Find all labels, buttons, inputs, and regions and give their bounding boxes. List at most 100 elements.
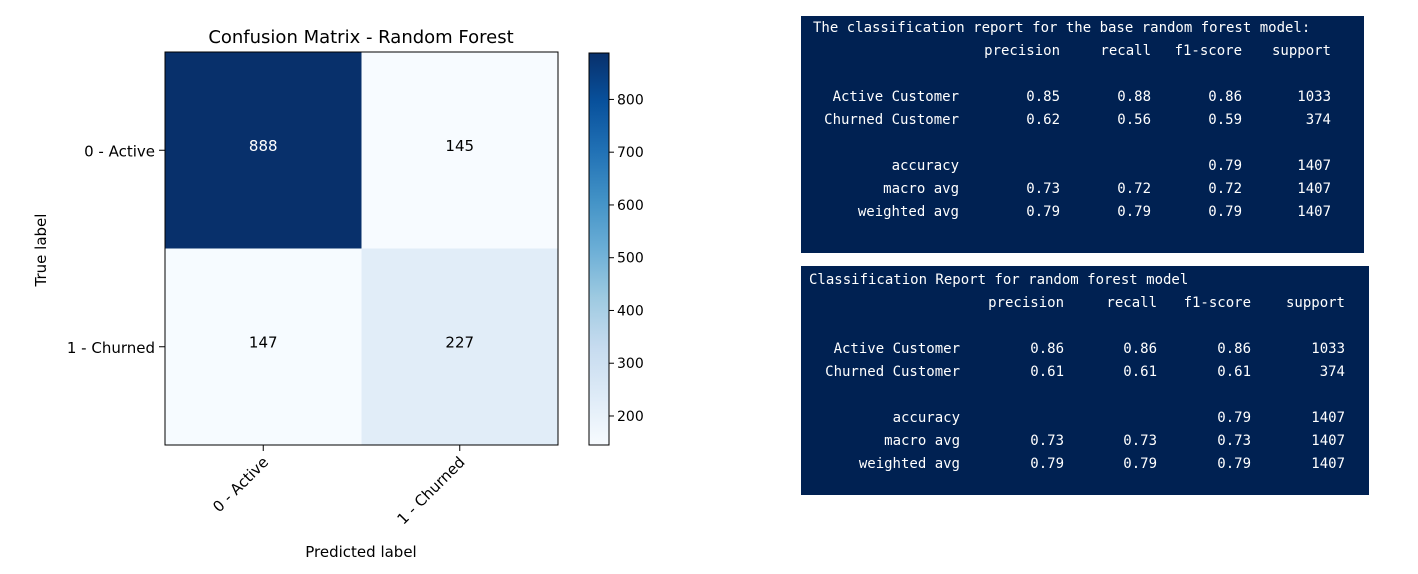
report-row: accuracy 0.79 1407: [813, 155, 1364, 178]
report-cell: 0.73: [1217, 433, 1251, 449]
heatmap-cell: [361, 248, 558, 445]
report-cell: 0.72: [1208, 181, 1242, 197]
classification-report-tuned: Classification Report for random forest …: [801, 266, 1369, 495]
plot-frame: [164, 51, 559, 446]
report-cell: 0.85: [1026, 89, 1060, 105]
report-row: weighted avg 0.79 0.79 0.79 1407: [813, 201, 1364, 224]
colorbar-tick-label: 800: [617, 92, 644, 108]
report-row-label: Active Customer: [832, 89, 959, 105]
report-cell: 0.79: [1208, 158, 1242, 174]
report-column-header: f1-score: [1183, 295, 1251, 311]
heatmap-cells: 888 145 147 227: [165, 52, 558, 445]
report-cell: 0.79: [1117, 204, 1151, 220]
colorbar-tick-label: 700: [617, 145, 644, 161]
y-tick-label: 1 - Churned: [67, 339, 155, 357]
report-cell: 1033: [1311, 341, 1345, 357]
report-cell: 0.79: [1030, 456, 1064, 472]
report-cell: 0.86: [1030, 341, 1064, 357]
report-cell: 1407: [1311, 410, 1345, 426]
report-blank-line: [813, 132, 1364, 155]
report-cell: 0.86: [1123, 341, 1157, 357]
report-cell: 0.79: [1123, 456, 1157, 472]
report-cell: 0.79: [1217, 456, 1251, 472]
colorbar: [588, 52, 610, 446]
report-row-label: Churned Customer: [824, 112, 959, 128]
report-row-label: weighted avg: [857, 204, 959, 220]
cell-value-label: 145: [445, 137, 474, 155]
cell-value-label: 147: [249, 334, 278, 352]
report-cell: 0.61: [1030, 364, 1064, 380]
report-column-header: recall: [1100, 43, 1151, 59]
report-cell: 0.61: [1123, 364, 1157, 380]
report-cell: 0.56: [1117, 112, 1151, 128]
report-blank-line: [809, 315, 1369, 338]
report-column-header-row: precision recall f1-score support: [809, 292, 1369, 315]
y-axis-label: True label: [32, 214, 50, 288]
report-row: weighted avg 0.79 0.79 0.79 1407: [809, 453, 1369, 476]
report-heading: Classification Report for random forest …: [809, 272, 1189, 288]
colorbar-tick-label: 400: [617, 303, 644, 319]
cell-value-label: 227: [445, 334, 474, 352]
report-row: Active Customer 0.85 0.88 0.86 1033: [813, 86, 1364, 109]
report-cell: 0.86: [1217, 341, 1251, 357]
report-heading: The classification report for the base r…: [813, 20, 1311, 36]
report-row: macro avg 0.73 0.73 0.73 1407: [809, 430, 1369, 453]
report-row: Active Customer 0.86 0.86 0.86 1033: [809, 338, 1369, 361]
report-row: macro avg 0.73 0.72 0.72 1407: [813, 178, 1364, 201]
colorbar-tick-label: 500: [617, 251, 644, 267]
report-cell: 374: [1319, 364, 1345, 380]
colorbar-tick-label: 200: [617, 409, 644, 425]
report-cell: 0.79: [1026, 204, 1060, 220]
report-row-label: weighted avg: [858, 456, 960, 472]
confusion-matrix-chart: Confusion Matrix - Random Forest 888 145 1…: [32, 27, 644, 561]
report-row-label: macro avg: [884, 433, 960, 449]
report-cell: 1407: [1297, 204, 1331, 220]
report-cell: 0.73: [1026, 181, 1060, 197]
report-cell: 1407: [1311, 456, 1345, 472]
report-row-label: Active Customer: [833, 341, 960, 357]
heatmap-cell: [165, 52, 362, 249]
report-cell: 1407: [1297, 158, 1331, 174]
x-tick-label: 0 - Active: [209, 453, 272, 516]
x-axis-label: Predicted label: [305, 543, 416, 561]
report-cell: 1407: [1311, 433, 1345, 449]
heatmap-cell: [165, 248, 362, 445]
report-cell: 1407: [1297, 181, 1331, 197]
report-row-label: accuracy: [892, 410, 960, 426]
report-cell: 0.86: [1208, 89, 1242, 105]
report-column-header-row: precision recall f1-score support: [813, 40, 1364, 63]
cell-value-label: 888: [249, 137, 278, 155]
report-column-header: recall: [1106, 295, 1157, 311]
report-cell: 0.72: [1117, 181, 1151, 197]
report-row-label: Churned Customer: [825, 364, 960, 380]
report-cell: 0.59: [1208, 112, 1242, 128]
report-row-label: accuracy: [891, 158, 959, 174]
report-cell: 0.61: [1217, 364, 1251, 380]
report-cell: 0.88: [1117, 89, 1151, 105]
report-cell: 0.62: [1026, 112, 1060, 128]
chart-title: Confusion Matrix - Random Forest: [208, 27, 513, 48]
colorbar-tick-label: 600: [617, 198, 644, 214]
report-cell: 0.73: [1123, 433, 1157, 449]
report-cell: 0.79: [1208, 204, 1242, 220]
report-cell: 0.79: [1217, 410, 1251, 426]
report-row: Churned Customer 0.61 0.61 0.61 374: [809, 361, 1369, 384]
report-column-header: f1-score: [1174, 43, 1242, 59]
report-row: Churned Customer 0.62 0.56 0.59 374: [813, 109, 1364, 132]
report-column-header: precision: [984, 43, 1060, 59]
y-tick-label: 0 - Active: [84, 142, 155, 160]
report-column-header: precision: [988, 295, 1064, 311]
report-row: accuracy 0.79 1407: [809, 407, 1369, 430]
colorbar-tick-label: 300: [617, 356, 644, 372]
report-cell: 0.73: [1030, 433, 1064, 449]
report-cell: 1033: [1297, 89, 1331, 105]
report-blank-line: [809, 384, 1369, 407]
report-column-header: support: [1271, 43, 1331, 59]
heatmap-cell: [361, 52, 558, 249]
report-column-header: support: [1285, 295, 1345, 311]
report-blank-line: [813, 63, 1364, 86]
colorbar-ticks: 200 300 400 500 600 700 800: [609, 92, 644, 425]
report-row-label: macro avg: [883, 181, 959, 197]
classification-report-base: The classification report for the base r…: [801, 16, 1364, 253]
x-tick-label: 1 - Churned: [394, 453, 469, 528]
